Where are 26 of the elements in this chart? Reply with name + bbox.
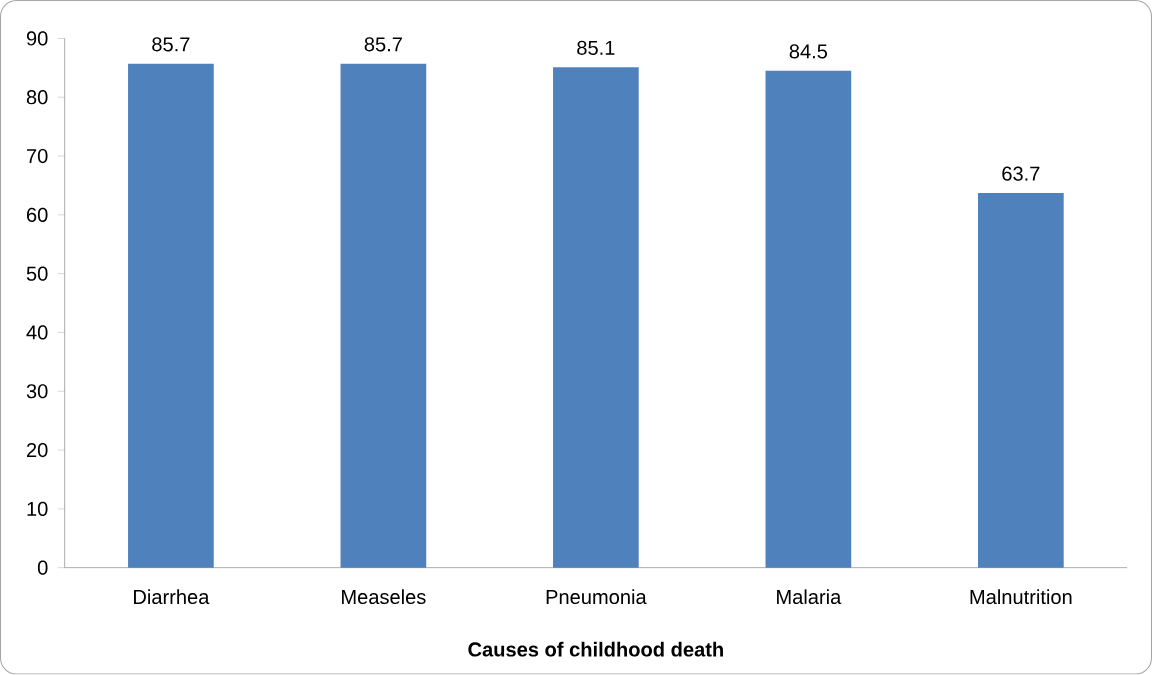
y-tick-label: 80 [26,90,48,105]
y-tick-label: 60 [27,207,48,223]
bar [340,63,427,568]
data-label: 85.7 [152,37,190,52]
bar [765,71,852,568]
x-tick-label: Pneumonia [546,589,647,605]
data-label: 85.7 [364,37,402,52]
bar [128,63,214,568]
y-tick-label: 40 [26,325,48,340]
y-tick-label: 10 [27,501,48,517]
y-tick-label: 90 [26,31,48,46]
y-tick-label: 70 [27,149,48,164]
data-label: 63.7 [1002,166,1040,181]
x-tick-label: Diarrhea [134,589,210,605]
y-tick-label: 20 [26,443,48,458]
x-tick-label: Malnutrition [970,589,1072,605]
data-label: 85.1 [577,40,615,56]
x-tick-label: Malaria [777,589,842,605]
y-tick-label: 30 [26,384,48,399]
data-label: 84.5 [789,44,828,59]
y-tick-label: 50 [26,266,48,281]
bar [553,67,639,568]
bar [978,193,1064,568]
x-tick-label: Measeles [342,589,426,605]
x-axis-title: Causes of childhood death [468,642,723,657]
y-tick-label: 0 [37,560,48,575]
